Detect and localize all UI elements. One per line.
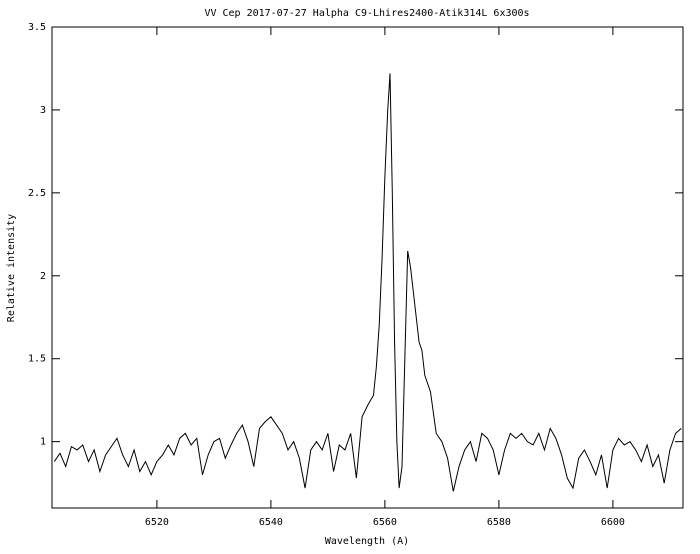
- x-axis-label: Wavelength (A): [325, 536, 409, 547]
- y-tick-label: 2.5: [28, 188, 46, 199]
- chart-title: VV Cep 2017-07-27 Halpha C9-Lhires2400-A…: [204, 8, 529, 19]
- x-tick-label: 6520: [145, 517, 169, 528]
- y-tick-label: 2: [40, 271, 46, 282]
- y-axis-label: Relative intensity: [6, 214, 17, 322]
- spectrum-line: [53, 73, 682, 492]
- y-tick-label: 1: [40, 437, 46, 448]
- x-tick-label: 6600: [601, 517, 625, 528]
- y-tick-label: 3: [40, 105, 46, 116]
- y-tick-label: 3.5: [28, 22, 46, 33]
- plot-border: [51, 26, 684, 509]
- x-tick-label: 6580: [487, 517, 511, 528]
- y-tick-label: 1.5: [28, 354, 46, 365]
- x-tick-label: 6560: [373, 517, 397, 528]
- x-tick-label: 6540: [259, 517, 283, 528]
